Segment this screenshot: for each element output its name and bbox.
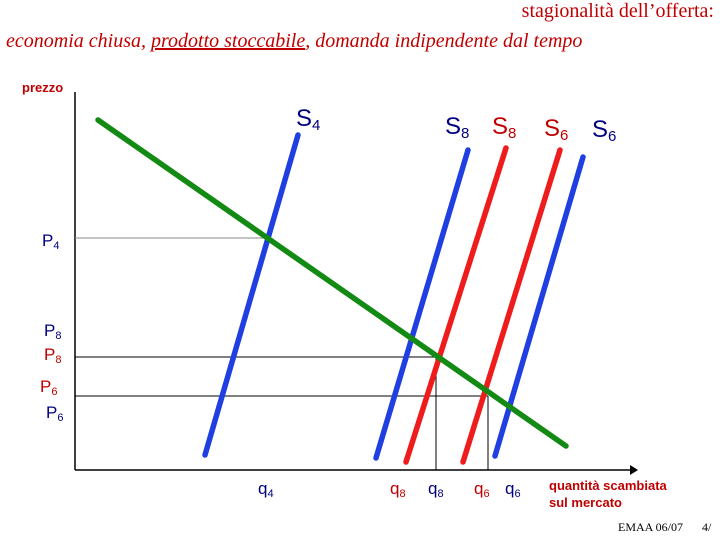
supply-label-s8-blue-base: S — [445, 113, 461, 140]
title-line-2-prefix: economia chiusa, — [6, 30, 151, 52]
price-label-p8-blue-sub: 8 — [55, 330, 61, 342]
price-label-p4: P4 — [42, 231, 59, 252]
supply-label-s4-base: S — [296, 105, 312, 132]
supply-label-s6-blue-base: S — [592, 116, 608, 143]
y-axis-label: prezzo — [22, 80, 63, 95]
footer-course-code: EMAA 06/07 — [618, 520, 684, 534]
supply-curve-s8-red — [403, 145, 509, 465]
supply-label-s6-red-base: S — [544, 115, 560, 142]
quantity-label-q8-blue-base: q — [428, 479, 437, 498]
quantity-label-q8-blue: q8 — [428, 479, 444, 500]
price-label-p8-red: P8 — [44, 345, 61, 366]
price-label-p6-blue: P6 — [46, 403, 63, 424]
supply-curve-s4 — [202, 132, 301, 458]
quantity-label-q6-blue-sub: 6 — [514, 488, 520, 500]
price-label-p4-base: P — [42, 231, 53, 250]
price-label-p8-blue-base: P — [44, 321, 55, 340]
quantity-label-q8-blue-sub: 8 — [437, 488, 443, 500]
demand-curve — [95, 117, 569, 449]
supply-label-s6-blue-sub: 6 — [608, 128, 616, 145]
quantity-label-q6-red-sub: 6 — [483, 488, 489, 500]
title-line-2-underlined: prodotto stoccabile — [150, 30, 306, 52]
quantity-label-q6-red-base: q — [474, 479, 483, 498]
supply-label-s6-blue: S6 — [592, 116, 616, 145]
price-label-p8-red-base: P — [44, 345, 55, 364]
supply-label-s4: S4 — [296, 105, 320, 134]
supply-curve-s6-red — [460, 147, 563, 465]
supply-label-s8-red: S8 — [492, 113, 516, 142]
price-label-p8-red-sub: 8 — [55, 354, 61, 366]
quantity-label-q4-base: q — [258, 479, 267, 498]
supply-curve-s8-blue — [373, 147, 471, 461]
quantity-label-q6-blue: q6 — [505, 479, 521, 500]
x-axis-label-line-1: quantità scambiata — [549, 478, 668, 493]
quantity-label-q8-red: q8 — [390, 479, 406, 500]
quantity-label-q4-sub: 4 — [267, 488, 273, 500]
supply-label-s8-blue-sub: 8 — [461, 125, 469, 142]
price-label-p8-blue: P8 — [44, 321, 61, 342]
quantity-label-q4: q4 — [258, 479, 274, 500]
quantity-label-q8-red-sub: 8 — [399, 488, 405, 500]
x-axis-arrow-icon — [630, 465, 638, 475]
supply-label-s8-red-base: S — [492, 113, 508, 140]
supply-label-s6-red-sub: 6 — [560, 127, 568, 144]
footer-page-number: 4/ — [702, 520, 712, 534]
quantity-label-q6-blue-base: q — [505, 479, 514, 498]
title-line-2-suffix: , domanda indipendente dal tempo — [305, 30, 583, 52]
title-line-1: stagionalità dell’offerta: — [521, 0, 714, 22]
price-label-p4-sub: 4 — [53, 240, 59, 252]
supply-label-s6-red: S6 — [544, 115, 568, 144]
price-label-p6-blue-sub: 6 — [57, 412, 63, 424]
price-label-p6-blue-base: P — [46, 403, 57, 422]
supply-label-s4-sub: 4 — [312, 117, 320, 134]
price-label-p6-red-base: P — [40, 377, 51, 396]
quantity-label-q6-red: q6 — [474, 479, 490, 500]
quantity-label-q8-red-base: q — [390, 479, 399, 498]
x-axis-label-line-2: sul mercato — [549, 495, 622, 510]
title-line-2: economia chiusa, prodotto stoccabile, do… — [6, 30, 582, 53]
supply-curve-s6-blue — [492, 154, 586, 459]
price-label-p6-red-sub: 6 — [51, 386, 57, 398]
supply-label-s8-blue: S8 — [445, 113, 469, 142]
supply-label-s8-red-sub: 8 — [508, 125, 516, 142]
price-label-p6-red: P6 — [40, 377, 57, 398]
